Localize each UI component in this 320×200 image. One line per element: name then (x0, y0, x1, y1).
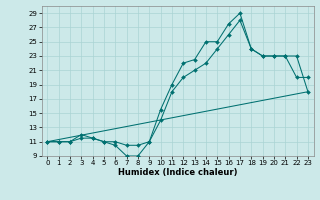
X-axis label: Humidex (Indice chaleur): Humidex (Indice chaleur) (118, 168, 237, 177)
